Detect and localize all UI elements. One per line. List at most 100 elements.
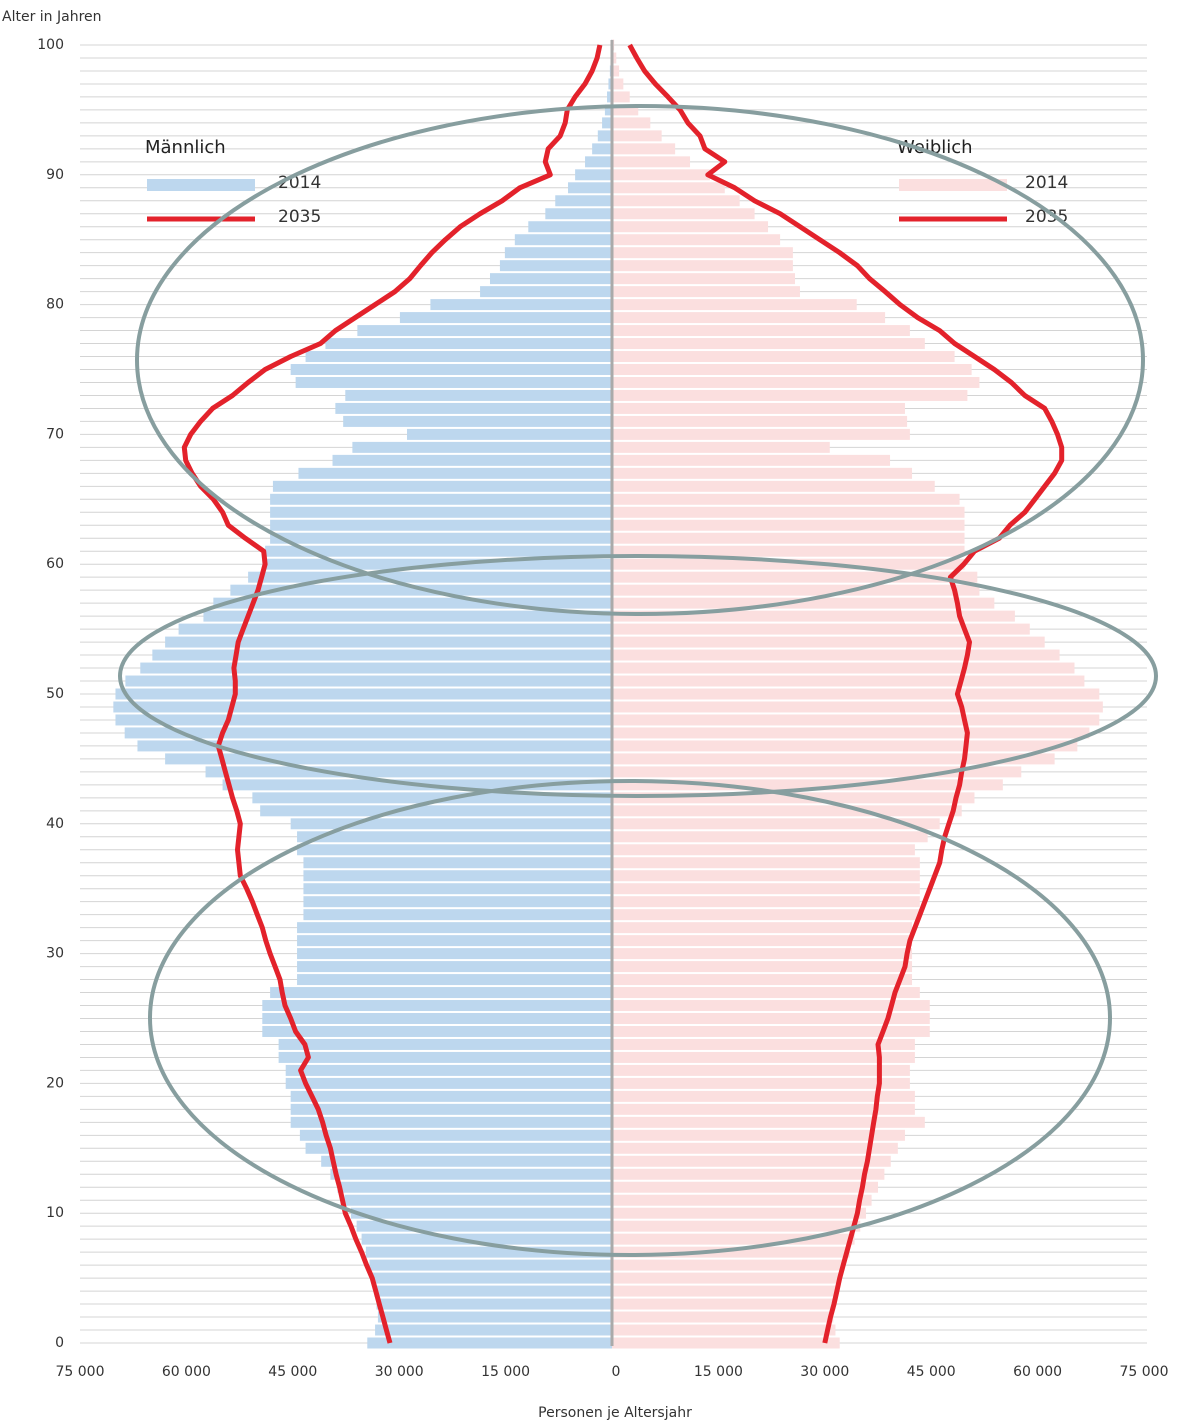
bar xyxy=(612,714,1100,726)
bar xyxy=(612,78,624,90)
bar xyxy=(270,532,612,544)
bar xyxy=(612,701,1103,713)
y-axis-title: Alter in Jahren xyxy=(2,9,102,25)
bar xyxy=(612,364,972,375)
bar xyxy=(612,1103,915,1115)
bar xyxy=(612,1025,930,1037)
bar xyxy=(262,1025,612,1037)
bar xyxy=(612,623,1030,635)
x-tick-label: 30 000 xyxy=(375,1364,424,1380)
bar xyxy=(568,182,612,194)
bar xyxy=(612,428,910,440)
y-tick-label: 70 xyxy=(46,426,64,442)
bar xyxy=(303,870,612,882)
bar xyxy=(321,1155,612,1167)
bar xyxy=(612,1337,840,1349)
bar xyxy=(612,948,913,960)
bar xyxy=(612,909,920,921)
bar xyxy=(612,883,920,895)
bar xyxy=(612,195,740,207)
bar xyxy=(604,104,612,116)
bar xyxy=(298,467,612,479)
bar xyxy=(297,831,612,843)
bar xyxy=(612,1220,861,1232)
bar xyxy=(290,818,612,830)
bar xyxy=(528,221,612,233)
bar xyxy=(305,351,612,363)
bar xyxy=(178,623,612,635)
bar xyxy=(545,208,612,220)
bar xyxy=(213,597,612,609)
bar xyxy=(612,987,920,999)
bar xyxy=(612,597,995,609)
bar xyxy=(612,325,910,337)
bar xyxy=(345,389,612,401)
bar xyxy=(612,649,1060,661)
bar xyxy=(612,961,913,973)
bar xyxy=(612,480,935,492)
bar xyxy=(612,1259,845,1271)
bar xyxy=(376,1298,612,1310)
bar xyxy=(297,935,612,947)
bar xyxy=(612,208,755,220)
bar xyxy=(602,117,612,129)
bar xyxy=(612,805,962,817)
bar xyxy=(113,701,612,713)
bar xyxy=(612,1090,915,1102)
bar xyxy=(612,675,1085,687)
bar xyxy=(303,896,612,908)
bar xyxy=(303,909,612,921)
bar xyxy=(612,584,980,596)
bar xyxy=(612,1013,930,1024)
bar xyxy=(330,1168,612,1180)
bar xyxy=(285,1077,612,1089)
legend-label: 2014 xyxy=(1025,173,1068,193)
x-axis-title: Personen je Altersjahr xyxy=(538,1405,692,1421)
bar xyxy=(612,1077,910,1089)
bar xyxy=(612,1181,878,1193)
y-tick-label: 50 xyxy=(46,686,64,702)
bar xyxy=(612,234,781,246)
bar xyxy=(248,571,612,583)
bar xyxy=(612,1246,850,1258)
bar xyxy=(205,766,612,778)
legend-title: Männlich xyxy=(145,137,226,158)
legend-label: 2014 xyxy=(278,173,321,193)
bar xyxy=(612,610,1015,622)
y-tick-label: 40 xyxy=(46,816,64,832)
bar xyxy=(612,519,965,531)
bar xyxy=(125,675,612,687)
ticks: 0 10 20 30 40 50 60 70 80 90 100 0 15 000 15 000 30 00… xyxy=(37,37,1168,1380)
y-tick-label: 10 xyxy=(46,1205,64,1221)
y-tick-label: 90 xyxy=(46,167,64,183)
bar xyxy=(290,1103,612,1115)
bar xyxy=(137,740,612,752)
bar xyxy=(612,506,965,518)
bar xyxy=(344,1194,612,1206)
bar xyxy=(303,857,612,869)
bar xyxy=(357,325,612,337)
bar xyxy=(612,688,1100,700)
bar xyxy=(504,247,612,259)
bar xyxy=(612,415,908,427)
bar xyxy=(612,558,965,570)
bar xyxy=(356,1220,612,1232)
bar xyxy=(612,857,920,869)
y-tick-label: 80 xyxy=(46,297,64,313)
bar xyxy=(612,1155,891,1167)
bar xyxy=(361,1233,612,1245)
bar xyxy=(278,1038,612,1050)
x-tick-label: 0 xyxy=(612,1364,621,1380)
bar xyxy=(612,117,651,129)
x-tick-label: 15 000 xyxy=(694,1364,743,1380)
bar xyxy=(350,1207,612,1219)
bar xyxy=(612,286,800,298)
bar xyxy=(612,273,796,285)
bar xyxy=(489,273,612,285)
bar xyxy=(612,922,913,934)
bar xyxy=(612,818,940,830)
legend-swatch xyxy=(899,179,1007,191)
bar xyxy=(612,1038,915,1050)
bar xyxy=(555,195,612,207)
